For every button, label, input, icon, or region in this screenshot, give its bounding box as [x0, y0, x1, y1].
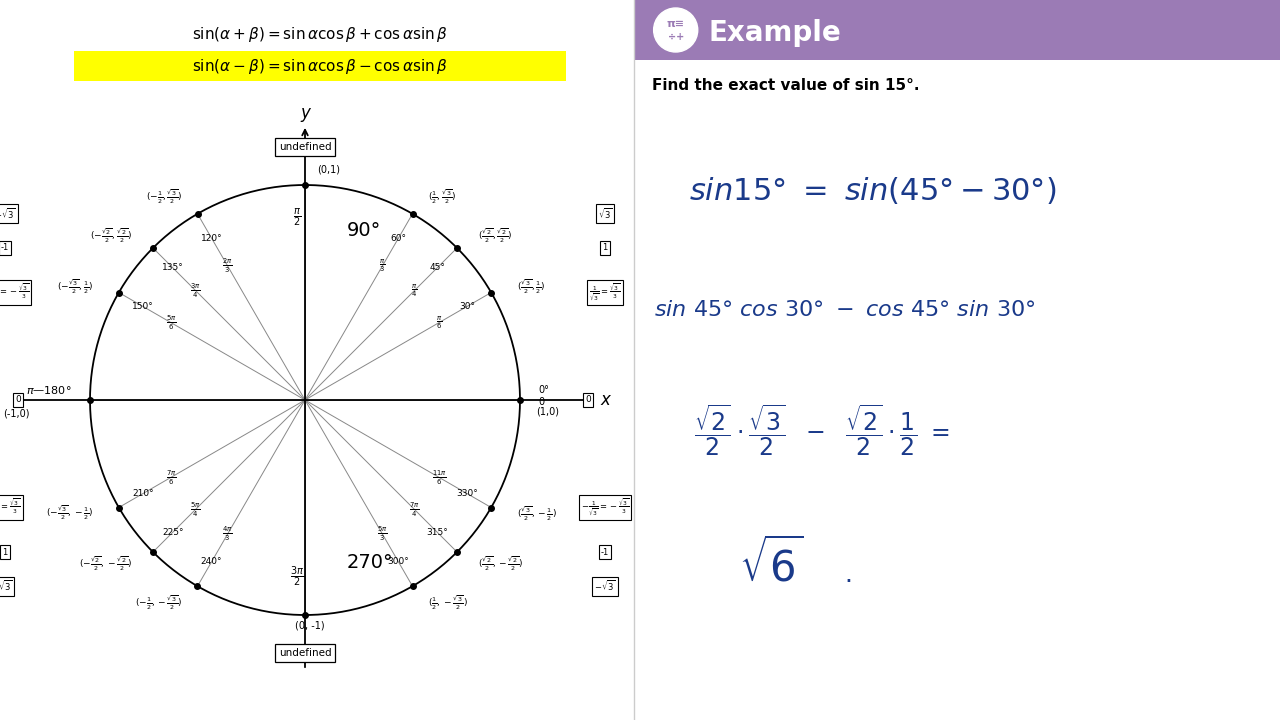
- Text: $\sin(\alpha - \beta) = \sin\alpha\cos\beta - \cos\alpha\sin\beta$: $\sin(\alpha - \beta) = \sin\alpha\cos\b…: [192, 56, 448, 76]
- Text: $\mathit{sin}$$15°$$\ =\ \mathit{sin}(45°-30°)$: $\mathit{sin}$$15°$$\ =\ \mathit{sin}(45…: [689, 174, 1056, 205]
- Text: $-\sqrt{3}$: $-\sqrt{3}$: [0, 207, 15, 221]
- Text: 0: 0: [15, 395, 20, 405]
- Text: $\frac{2\pi}{3}$: $\frac{2\pi}{3}$: [223, 256, 233, 275]
- Text: (0,1): (0,1): [317, 164, 340, 174]
- Text: 0: 0: [585, 395, 591, 405]
- Text: $\frac{1}{\sqrt{3}}=\frac{\sqrt{3}}{3}$: $\frac{1}{\sqrt{3}}=\frac{\sqrt{3}}{3}$: [590, 282, 621, 303]
- Text: 150°: 150°: [132, 302, 154, 311]
- Text: 120°: 120°: [201, 233, 223, 243]
- Text: $\sin(\alpha + \beta) = \sin\alpha\cos\beta + \cos\alpha\sin\beta$: $\sin(\alpha + \beta) = \sin\alpha\cos\b…: [192, 25, 448, 45]
- Text: $\frac{5\pi}{6}$: $\frac{5\pi}{6}$: [165, 313, 177, 332]
- Text: 90°: 90°: [347, 220, 381, 240]
- Text: 210°: 210°: [132, 489, 154, 498]
- Text: 60°: 60°: [390, 233, 407, 243]
- Text: $\frac{5\pi}{3}$: $\frac{5\pi}{3}$: [378, 525, 388, 544]
- Text: (-1,0): (-1,0): [4, 409, 29, 419]
- Text: 300°: 300°: [388, 557, 410, 567]
- FancyBboxPatch shape: [74, 51, 566, 81]
- Text: $\frac{\pi}{3}$: $\frac{\pi}{3}$: [379, 257, 385, 274]
- Text: undefined: undefined: [279, 648, 332, 658]
- Text: $\pi$—180°: $\pi$—180°: [27, 384, 72, 396]
- Text: $\frac{3\pi}{4}$: $\frac{3\pi}{4}$: [191, 282, 201, 300]
- FancyBboxPatch shape: [634, 0, 1280, 60]
- Text: $(\frac{\sqrt{3}}{2},\frac{1}{2})$: $(\frac{\sqrt{3}}{2},\frac{1}{2})$: [517, 277, 545, 296]
- Text: $\frac{1}{\sqrt{3}}=\frac{\sqrt{3}}{3}$: $\frac{1}{\sqrt{3}}=\frac{\sqrt{3}}{3}$: [0, 497, 20, 518]
- Circle shape: [654, 8, 698, 52]
- Text: (1,0): (1,0): [536, 407, 559, 417]
- Text: $\frac{7\pi}{4}$: $\frac{7\pi}{4}$: [410, 500, 420, 518]
- Text: 0°: 0°: [538, 385, 549, 395]
- Text: $\sqrt{3}$: $\sqrt{3}$: [598, 207, 612, 221]
- Text: $(-\frac{\sqrt{3}}{2},\frac{1}{2})$: $(-\frac{\sqrt{3}}{2},\frac{1}{2})$: [56, 277, 93, 296]
- Text: $(-\frac{\sqrt{2}}{2},\frac{\sqrt{2}}{2})$: $(-\frac{\sqrt{2}}{2},\frac{\sqrt{2}}{2}…: [90, 227, 132, 245]
- Text: $(\frac{\sqrt{2}}{2},-\frac{\sqrt{2}}{2})$: $(\frac{\sqrt{2}}{2},-\frac{\sqrt{2}}{2}…: [479, 555, 524, 573]
- Text: $\frac{11\pi}{6}$: $\frac{11\pi}{6}$: [431, 469, 447, 487]
- Text: $(\frac{\sqrt{3}}{2},-\frac{1}{2})$: $(\frac{\sqrt{3}}{2},-\frac{1}{2})$: [517, 504, 557, 523]
- Text: ÷+: ÷+: [668, 32, 684, 42]
- Text: 1: 1: [603, 243, 608, 253]
- Text: $\frac{\pi}{2}$: $\frac{\pi}{2}$: [293, 206, 301, 228]
- Text: .: .: [844, 563, 852, 587]
- Text: $\frac{3\pi}{2}$: $\frac{3\pi}{2}$: [289, 564, 305, 589]
- Text: (0, -1): (0, -1): [296, 620, 325, 630]
- Text: 45°: 45°: [429, 264, 445, 272]
- Text: 315°: 315°: [426, 528, 448, 536]
- Text: $\frac{\pi}{4}$: $\frac{\pi}{4}$: [411, 282, 417, 299]
- Text: $(\frac{1}{2},\frac{\sqrt{3}}{2})$: $(\frac{1}{2},\frac{\sqrt{3}}{2})$: [428, 188, 456, 206]
- Text: $\frac{5\pi}{4}$: $\frac{5\pi}{4}$: [191, 500, 201, 518]
- Text: x: x: [600, 391, 611, 409]
- Text: $\sqrt{6}$: $\sqrt{6}$: [739, 539, 804, 591]
- Text: $(-\frac{1}{2},\frac{\sqrt{3}}{2})$: $(-\frac{1}{2},\frac{\sqrt{3}}{2})$: [146, 188, 183, 206]
- Text: 1: 1: [3, 547, 8, 557]
- Text: y: y: [300, 104, 310, 122]
- Text: $-\frac{1}{\sqrt{3}}=-\frac{\sqrt{3}}{3}$: $-\frac{1}{\sqrt{3}}=-\frac{\sqrt{3}}{3}…: [581, 497, 630, 518]
- Text: 30°: 30°: [460, 302, 475, 311]
- Text: 225°: 225°: [163, 528, 183, 536]
- Text: $\mathit{sin}\ 45°\ \mathit{cos}\ 30°\ -\ \mathit{cos}\ 45°\ \mathit{sin}\ 30°$: $\mathit{sin}\ 45°\ \mathit{cos}\ 30°\ -…: [654, 300, 1036, 320]
- Text: π≡: π≡: [667, 19, 685, 29]
- Text: $\sqrt{3}$: $\sqrt{3}$: [0, 579, 13, 593]
- Text: $(\frac{1}{2},-\frac{\sqrt{3}}{2})$: $(\frac{1}{2},-\frac{\sqrt{3}}{2})$: [428, 594, 467, 612]
- Text: $(-\frac{\sqrt{2}}{2},-\frac{\sqrt{2}}{2})$: $(-\frac{\sqrt{2}}{2},-\frac{\sqrt{2}}{2…: [79, 555, 132, 573]
- Text: $\frac{\pi}{6}$: $\frac{\pi}{6}$: [436, 314, 443, 331]
- Text: 330°: 330°: [456, 489, 477, 498]
- Text: Example: Example: [709, 19, 841, 47]
- Text: undefined: undefined: [279, 142, 332, 152]
- Text: $\frac{4\pi}{3}$: $\frac{4\pi}{3}$: [223, 525, 233, 544]
- Text: 270°: 270°: [347, 554, 394, 572]
- Text: $-\sqrt{3}$: $-\sqrt{3}$: [594, 579, 616, 593]
- Text: $(-\frac{1}{2},-\frac{\sqrt{3}}{2})$: $(-\frac{1}{2},-\frac{\sqrt{3}}{2})$: [136, 594, 183, 612]
- Text: $(\frac{\sqrt{2}}{2},\frac{\sqrt{2}}{2})$: $(\frac{\sqrt{2}}{2},\frac{\sqrt{2}}{2})…: [479, 227, 512, 245]
- Text: -1: -1: [1, 243, 9, 253]
- Text: 135°: 135°: [161, 264, 183, 272]
- Text: $\dfrac{\sqrt{2}}{2}\cdot\dfrac{\sqrt{3}}{2}\ \ -\ \ \dfrac{\sqrt{2}}{2}\cdot\df: $\dfrac{\sqrt{2}}{2}\cdot\dfrac{\sqrt{3}…: [694, 402, 950, 458]
- Text: $(-\frac{\sqrt{3}}{2},-\frac{1}{2})$: $(-\frac{\sqrt{3}}{2},-\frac{1}{2})$: [46, 504, 93, 523]
- Text: 240°: 240°: [201, 557, 223, 567]
- Text: $-\frac{1}{\sqrt{3}}=-\frac{\sqrt{3}}{3}$: $-\frac{1}{\sqrt{3}}=-\frac{\sqrt{3}}{3}…: [0, 282, 29, 303]
- Text: -1: -1: [600, 547, 609, 557]
- Text: 0: 0: [538, 397, 544, 407]
- Text: $\frac{7\pi}{6}$: $\frac{7\pi}{6}$: [165, 469, 177, 487]
- Text: Find the exact value of sin 15°.: Find the exact value of sin 15°.: [652, 78, 919, 92]
